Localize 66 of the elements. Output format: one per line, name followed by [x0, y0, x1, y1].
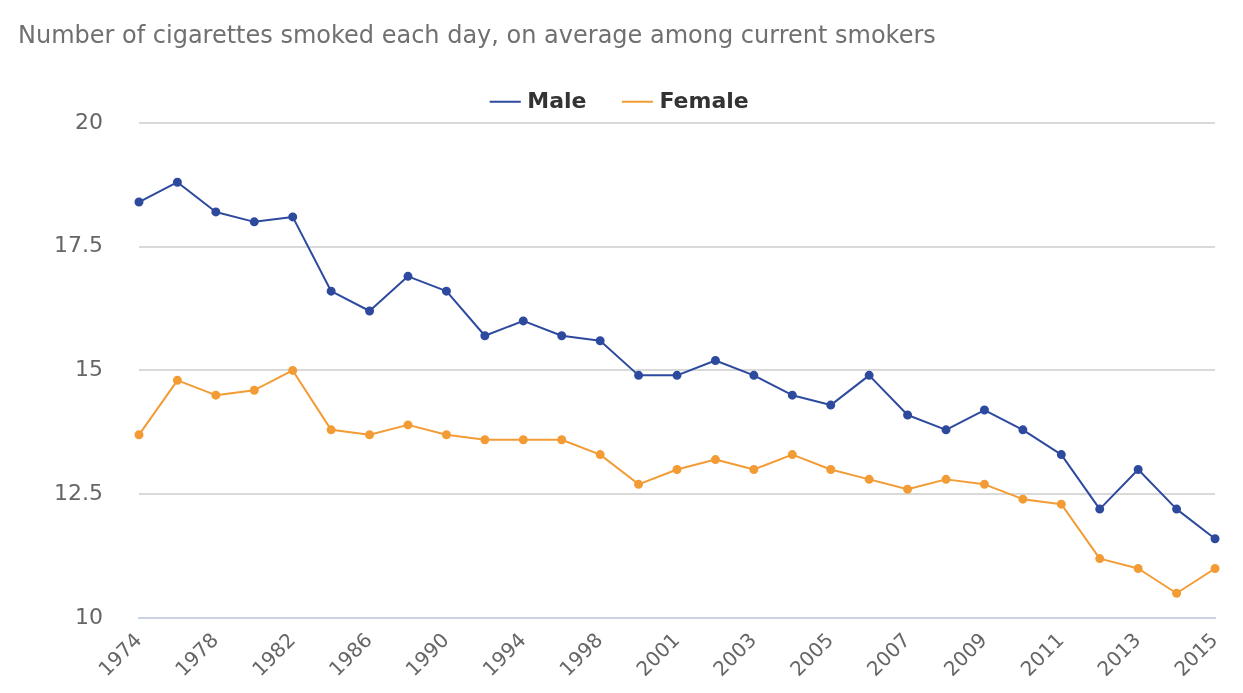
legend-label: Male [527, 87, 587, 113]
point [787, 390, 797, 400]
point [710, 356, 720, 366]
point [634, 370, 644, 380]
point [941, 425, 951, 435]
point [1172, 588, 1182, 598]
point [134, 430, 144, 440]
point [1095, 504, 1105, 514]
point [749, 370, 759, 380]
point [749, 464, 759, 474]
point [979, 405, 989, 415]
point [403, 271, 413, 281]
point [288, 365, 298, 375]
y-tick-label: 12.5 [54, 479, 103, 505]
chart-title: Number of cigarettes smoked each day, on average among current smokers [18, 20, 936, 49]
point [518, 435, 528, 445]
point [480, 331, 490, 341]
point [710, 455, 720, 465]
point [365, 430, 375, 440]
point [672, 464, 682, 474]
point [1056, 450, 1066, 460]
point [326, 286, 336, 296]
point [826, 464, 836, 474]
point [249, 217, 259, 227]
y-tick-label: 20 [74, 108, 103, 134]
point [211, 390, 221, 400]
point [672, 370, 682, 380]
point [826, 400, 836, 410]
point [518, 316, 528, 326]
point [1172, 504, 1182, 514]
point [941, 474, 951, 484]
point [1133, 464, 1143, 474]
point [595, 336, 605, 346]
point [326, 425, 336, 435]
point [480, 435, 490, 445]
point [634, 479, 644, 489]
point [441, 430, 451, 440]
point [864, 474, 874, 484]
point [557, 331, 567, 341]
point [249, 385, 259, 395]
point [1133, 564, 1143, 574]
point [787, 450, 797, 460]
point [441, 286, 451, 296]
point [1018, 425, 1028, 435]
point [1056, 499, 1066, 509]
y-tick-label: 17.5 [54, 232, 103, 258]
point [1095, 554, 1105, 564]
point [903, 410, 913, 420]
point [172, 375, 182, 385]
point [595, 450, 605, 460]
point [557, 435, 567, 445]
point [288, 212, 298, 222]
y-tick-label: 15 [74, 356, 103, 382]
legend-label: Female [659, 87, 749, 113]
point [172, 177, 182, 187]
point [1210, 564, 1220, 574]
y-tick-label: 10 [74, 603, 103, 629]
point [403, 420, 413, 430]
point [211, 207, 221, 217]
point [134, 197, 144, 207]
point [864, 370, 874, 380]
point [903, 484, 913, 494]
point [1210, 534, 1220, 544]
point [979, 479, 989, 489]
point [365, 306, 375, 316]
point [1018, 494, 1028, 504]
